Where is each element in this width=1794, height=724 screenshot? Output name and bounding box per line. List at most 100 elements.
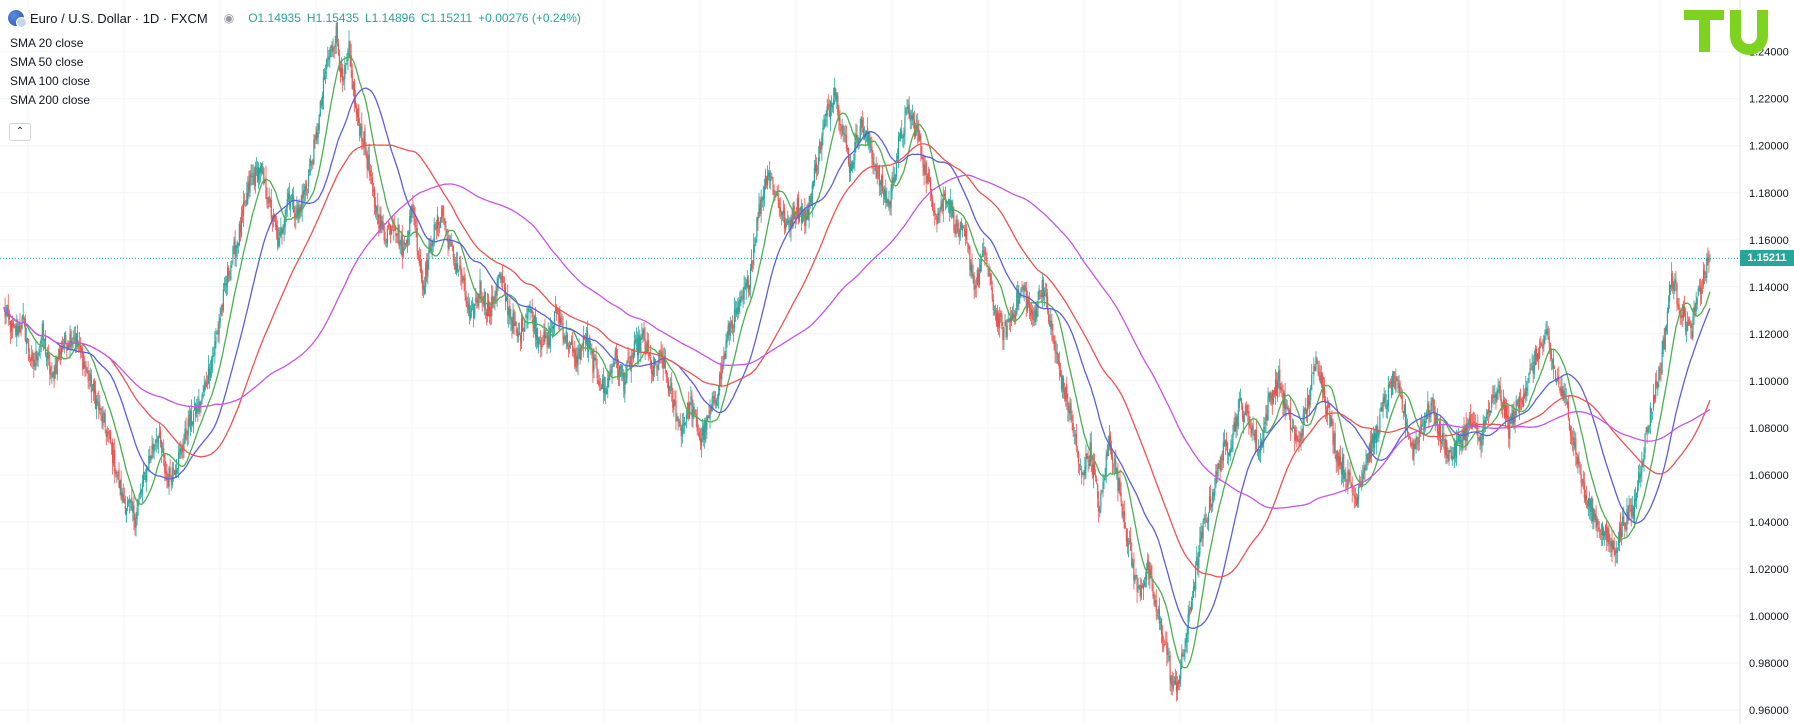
- candle: [755, 236, 757, 247]
- candle: [1078, 463, 1081, 476]
- candle: [719, 371, 721, 396]
- candle: [1706, 253, 1708, 284]
- candle: [874, 163, 876, 171]
- candle: [1138, 584, 1140, 590]
- candle: [209, 360, 212, 381]
- candle: [1509, 416, 1511, 450]
- candle: [227, 262, 229, 295]
- candle: [1634, 486, 1637, 507]
- indicator-sma-100[interactable]: SMA 100 close: [10, 74, 91, 88]
- candle: [271, 214, 273, 232]
- candle: [1231, 434, 1233, 452]
- candle: [1639, 463, 1641, 483]
- candle: [965, 221, 967, 246]
- candle: [471, 297, 474, 311]
- candle: [699, 428, 702, 450]
- candle: [484, 291, 486, 320]
- candle: [1357, 483, 1360, 508]
- candle: [807, 202, 809, 221]
- candle: [1362, 465, 1364, 487]
- candle: [1535, 345, 1538, 365]
- candle: [649, 345, 652, 369]
- candle: [1028, 291, 1031, 319]
- candle: [309, 158, 311, 176]
- candle: [148, 448, 150, 473]
- candle: [571, 335, 573, 345]
- candle: [1481, 429, 1483, 453]
- candle: [741, 290, 743, 302]
- candle: [1688, 316, 1690, 326]
- candle: [82, 345, 84, 377]
- candle: [426, 252, 428, 283]
- candle: [927, 166, 929, 185]
- candle: [1031, 301, 1033, 326]
- candle: [738, 297, 740, 319]
- y-tick-label: 1.18000: [1749, 188, 1789, 200]
- candle: [712, 390, 714, 410]
- candle: [563, 332, 565, 345]
- candle: [171, 461, 173, 489]
- candle: [408, 229, 410, 247]
- candle: [844, 124, 846, 143]
- indicator-sma-50[interactable]: SMA 50 close: [10, 55, 84, 69]
- candle: [115, 468, 117, 478]
- candle: [167, 473, 169, 489]
- candle: [593, 347, 595, 379]
- candle: [564, 335, 566, 344]
- candle: [281, 226, 283, 245]
- candle: [1321, 372, 1323, 403]
- candle: [265, 165, 267, 200]
- candle: [487, 293, 490, 317]
- candle: [197, 396, 199, 422]
- candle: [1224, 439, 1227, 456]
- candle: [1600, 523, 1602, 547]
- candle: [526, 307, 528, 330]
- indicator-sma-20[interactable]: SMA 20 close: [10, 36, 84, 50]
- candle: [411, 204, 413, 223]
- candle: [93, 378, 96, 404]
- candle: [1607, 526, 1609, 547]
- candle: [698, 427, 700, 441]
- candle: [515, 321, 517, 336]
- indicator-sma-200[interactable]: SMA 200 close: [10, 93, 91, 107]
- candle: [1597, 518, 1599, 532]
- candle: [941, 199, 943, 215]
- candle: [1277, 372, 1279, 402]
- candle: [994, 304, 997, 321]
- candle: [1587, 497, 1590, 517]
- candle: [498, 272, 500, 279]
- currency-flag-icon: [8, 10, 27, 28]
- candle: [1352, 486, 1354, 496]
- candle: [1629, 498, 1631, 512]
- candle: [294, 206, 296, 228]
- candle: [1320, 365, 1322, 388]
- candle: [728, 321, 730, 346]
- candle: [1598, 521, 1600, 538]
- candle: [782, 200, 785, 223]
- candle: [1082, 472, 1084, 476]
- candle: [36, 350, 38, 367]
- y-tick-label: 1.12000: [1749, 329, 1789, 341]
- candle: [542, 335, 544, 347]
- candle: [850, 153, 852, 182]
- candle: [26, 337, 29, 344]
- candle: [1601, 521, 1604, 546]
- candle: [691, 390, 693, 427]
- ohlc-low: L1.14896: [364, 11, 416, 25]
- candle: [149, 445, 151, 464]
- eye-icon[interactable]: ◉: [223, 11, 235, 25]
- candle: [733, 297, 736, 333]
- price-axis[interactable]: 0.96000 0.98000 1.00000 1.02000 1.04000 1.060…: [1739, 0, 1789, 724]
- candle: [956, 214, 958, 234]
- symbol-title[interactable]: Euro / U.S. Dollar · 1D · FXCM: [30, 10, 208, 26]
- collapse-legend-button[interactable]: ⌃: [9, 123, 31, 141]
- candle: [1501, 401, 1503, 418]
- candle: [330, 44, 332, 58]
- candle: [1080, 458, 1082, 471]
- candle: [407, 230, 409, 253]
- candle: [161, 439, 163, 464]
- candle: [1527, 377, 1529, 396]
- candle: [959, 221, 961, 241]
- candle: [1433, 399, 1435, 424]
